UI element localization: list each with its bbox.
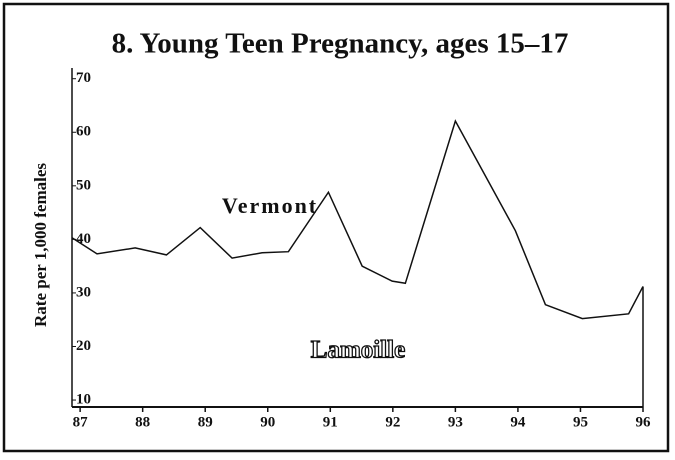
x-tick-label: 96 bbox=[636, 414, 652, 430]
x-tick-label: 94 bbox=[510, 414, 526, 430]
x-tick-label: 91 bbox=[323, 414, 338, 430]
y-tick-label: 20 bbox=[76, 338, 91, 354]
line bbox=[71, 119, 644, 320]
x-tick-label: 90 bbox=[260, 414, 275, 430]
y-tick-label: 60 bbox=[76, 124, 91, 140]
y-tick-label: 30 bbox=[76, 284, 91, 300]
frame bbox=[2, 2, 670, 453]
x-tick-label: 95 bbox=[573, 414, 588, 430]
y-tick-label: 70 bbox=[76, 70, 91, 86]
y-tick-label: 50 bbox=[76, 177, 91, 193]
annotation: Lamoille bbox=[311, 337, 405, 364]
x-tick-label: 88 bbox=[135, 414, 150, 430]
x-tick-label: 93 bbox=[448, 414, 463, 430]
y-axis-label: Rate per 1,000 females bbox=[31, 163, 50, 327]
x-tick-label: 89 bbox=[198, 414, 213, 430]
x-tick-label: 87 bbox=[73, 414, 89, 430]
y-tick-label: 10 bbox=[76, 391, 91, 407]
x-tick-label: 92 bbox=[385, 414, 400, 430]
annotation: Vermont bbox=[222, 193, 318, 218]
chart-title: 8. Young Teen Pregnancy, ages 15–17 bbox=[112, 28, 569, 60]
